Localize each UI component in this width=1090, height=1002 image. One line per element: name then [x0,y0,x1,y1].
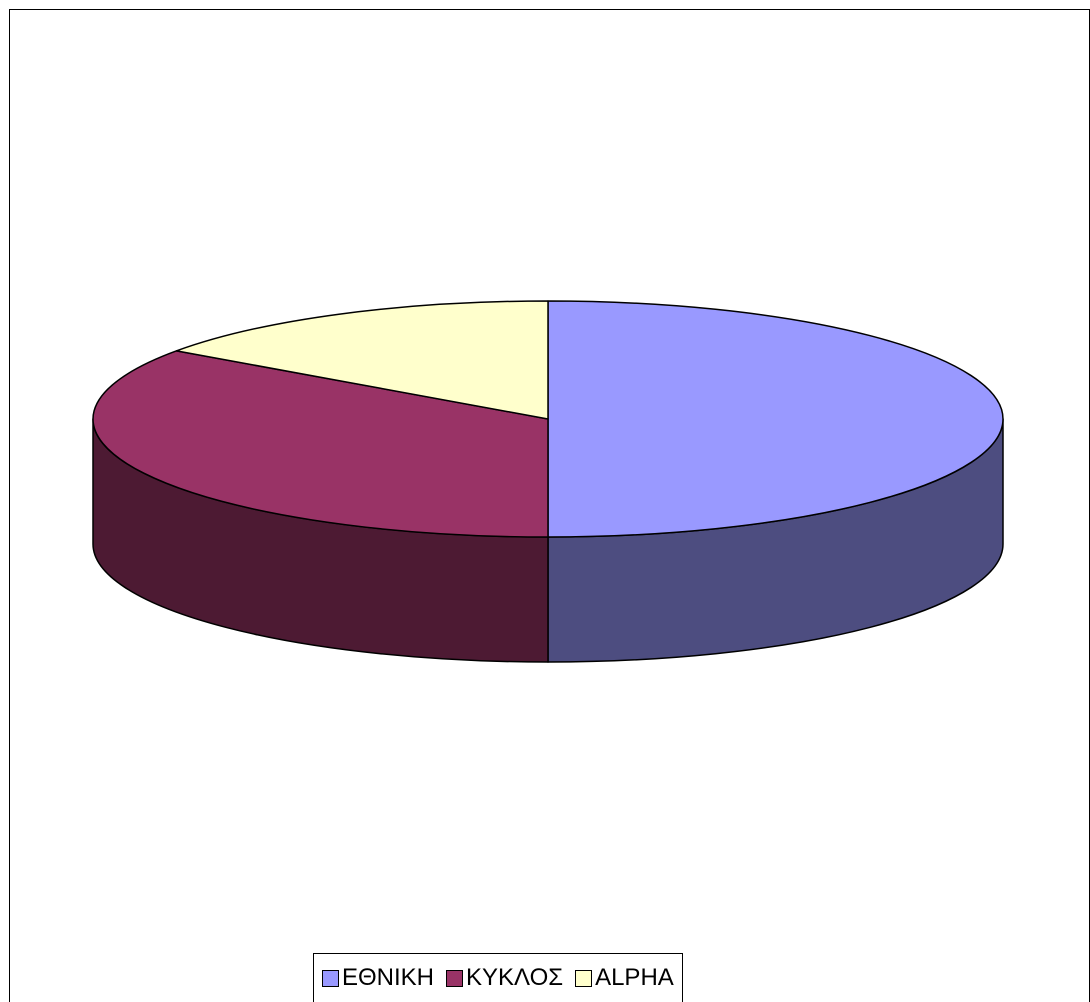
legend-item-kyklos: ΚΥΚΛΟΣ [446,966,563,990]
legend-swatch-ethniki [322,969,339,987]
legend-swatch-alpha [575,969,593,987]
legend-label-alpha: ALPHA [595,964,674,991]
legend-label-kyklos: ΚΥΚΛΟΣ [466,964,564,991]
legend-label-ethniki: ΕΘΝΙΚΗ [342,964,435,991]
pie-top-slices [92,300,1004,538]
legend-item-alpha: ALPHA [575,966,674,990]
legend: ΕΘΝΙΚΗ ΚΥΚΛΟΣ ALPHA [313,953,683,1002]
pie-slice-0 [547,300,1004,538]
legend-swatch-kyklos [446,969,464,987]
legend-item-ethniki: ΕΘΝΙΚΗ [322,966,434,990]
pie-slice-2 [175,300,549,420]
pie-slice-1 [92,350,549,538]
